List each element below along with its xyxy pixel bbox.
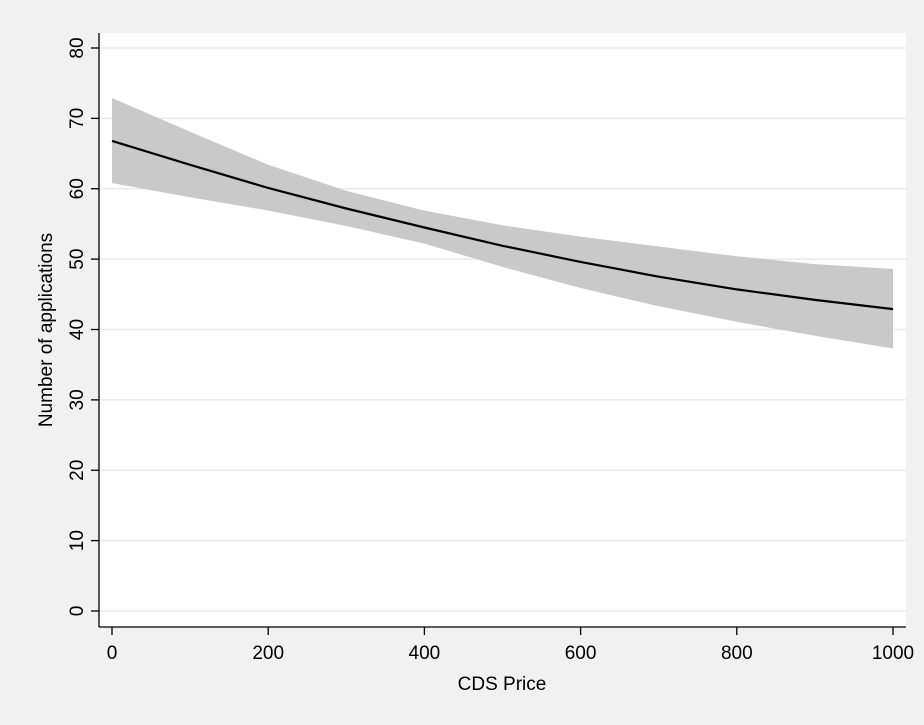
confidence-band	[112, 98, 893, 349]
y-tick-label: 50	[67, 249, 88, 270]
x-axis-label: CDS Price	[458, 674, 547, 695]
y-tick-label: 70	[67, 108, 88, 129]
x-tick-label: 600	[565, 643, 597, 664]
fitted-line	[111, 139, 894, 311]
band-layer	[112, 98, 893, 349]
y-tick-label: 10	[67, 530, 88, 551]
y-tick-label: 60	[67, 178, 88, 199]
x-tick-label: 800	[721, 643, 753, 664]
x-tick-label: 0	[107, 643, 118, 664]
x-tick-label: 400	[409, 643, 441, 664]
y-tick-label: 80	[67, 37, 88, 58]
y-tick-label: 20	[67, 460, 88, 481]
line-layer	[111, 139, 894, 311]
x-tick-label: 200	[252, 643, 284, 664]
y-tick-label: 0	[67, 606, 88, 617]
y-axis-label: Number of applications	[36, 233, 57, 427]
y-tick-label: 40	[67, 319, 88, 340]
x-tick-label: 1000	[872, 643, 914, 664]
y-tick-label: 30	[67, 389, 88, 410]
